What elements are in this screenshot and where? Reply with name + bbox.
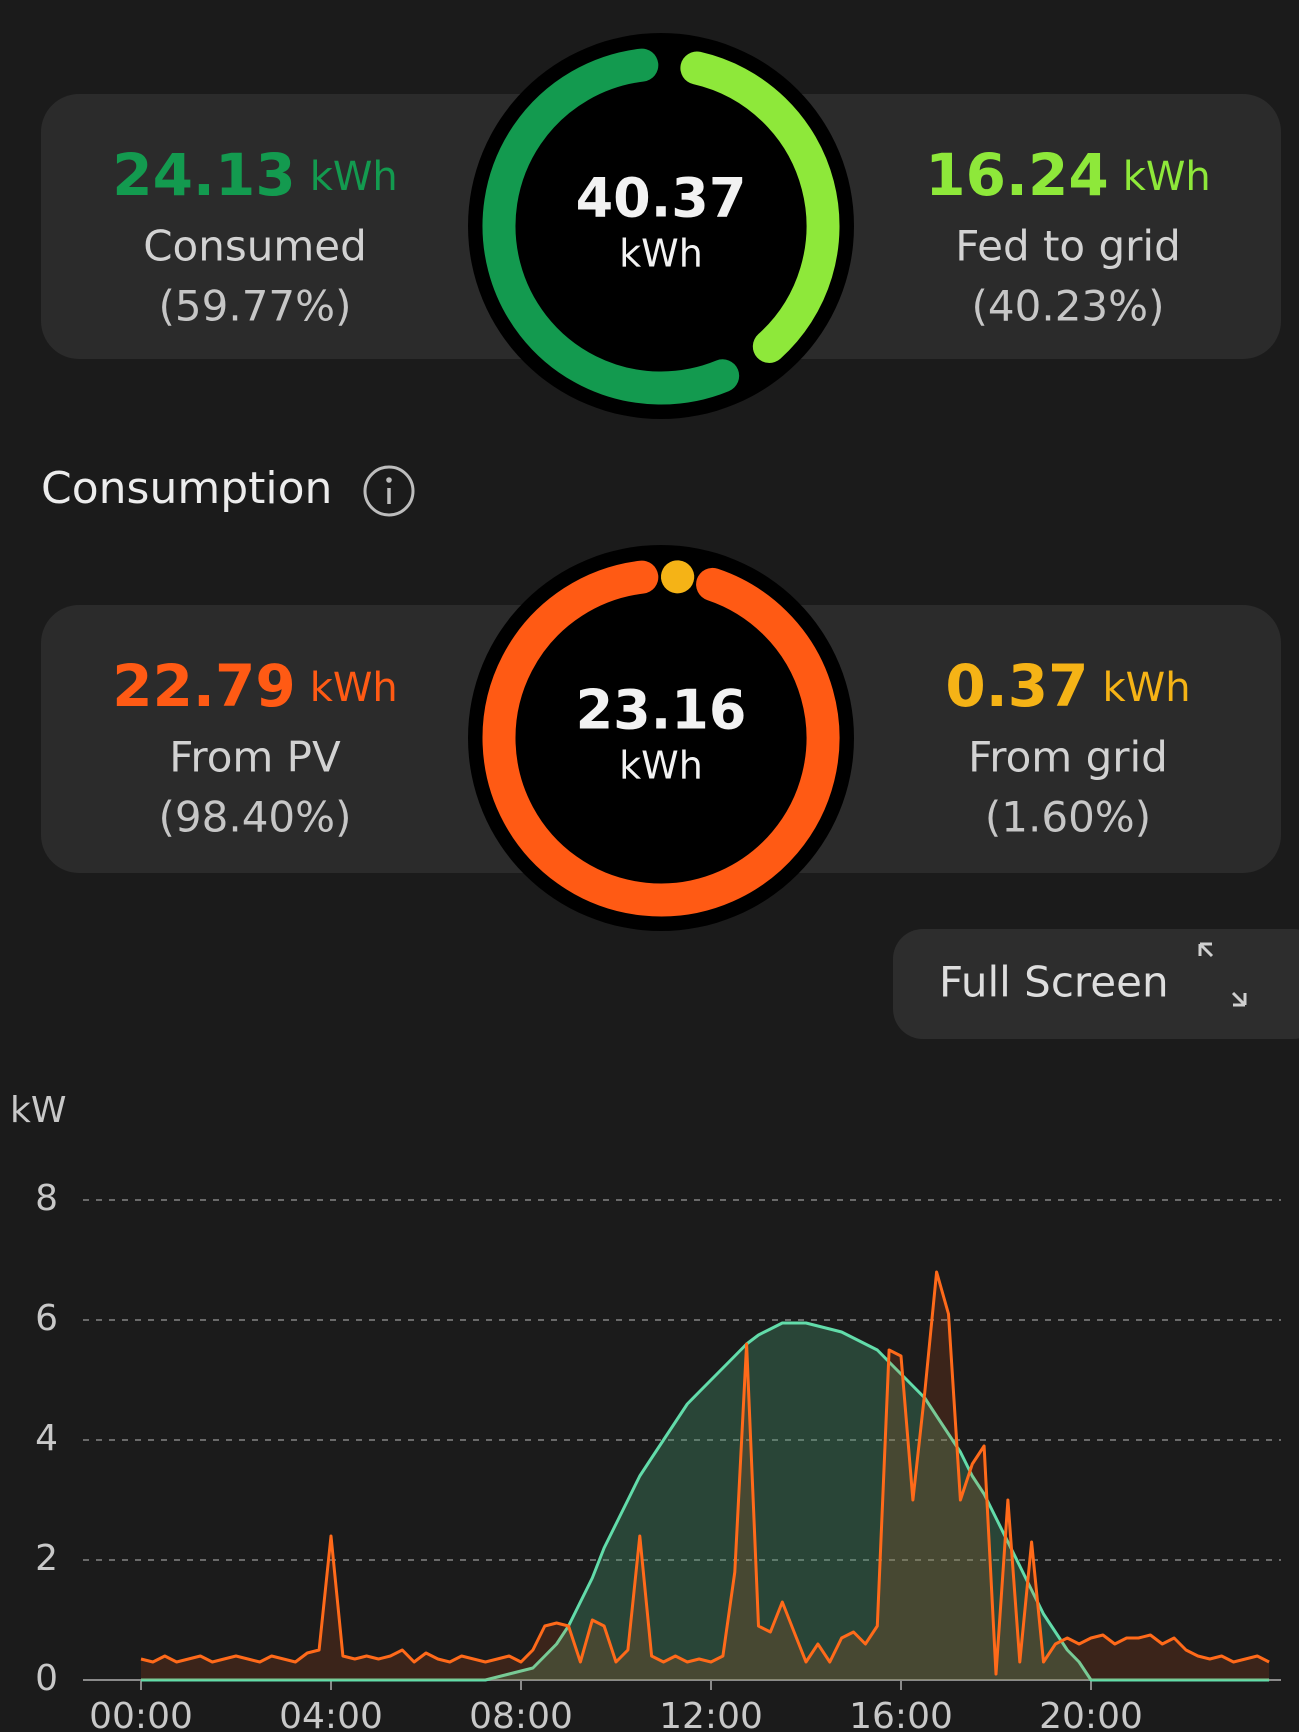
full-screen-button[interactable]: Full Screen [893, 929, 1299, 1039]
button-label: Full Screen [939, 958, 1169, 1007]
y-tick-label: 4 [35, 1418, 58, 1459]
series-line [140, 1270, 1270, 1676]
amount: 16.24 kWh [925, 141, 1211, 209]
amount-unit: kWh [310, 154, 398, 200]
item-label: Consumed [143, 222, 367, 271]
y-tick-label: 6 [35, 1298, 58, 1339]
amount-unit: kWh [1123, 154, 1211, 200]
ring-arc [482, 560, 840, 917]
x-tick-label: 12:00 [659, 1696, 763, 1732]
amount-value: 16.24 [925, 141, 1108, 209]
series-area [141, 1272, 1270, 1680]
amount-value: 0.37 [945, 652, 1088, 720]
ring-unit: kWh [619, 744, 703, 788]
item-label: Fed to grid [955, 222, 1180, 271]
x-tick-label: 08:00 [469, 1696, 573, 1732]
y-tick-label: 0 [35, 1658, 58, 1699]
item-share: (98.40%) [159, 793, 352, 842]
item-share: (40.23%) [972, 282, 1165, 331]
ring-total: 23.16 [576, 679, 747, 742]
ring-disc [468, 545, 854, 931]
expand-icon [1198, 942, 1247, 1007]
y-axis-label: kW [10, 1090, 66, 1131]
item-label: From PV [169, 733, 341, 782]
amount-unit: kWh [1103, 665, 1191, 711]
y-tick-label: 8 [35, 1178, 58, 1219]
item-share: (1.60%) [985, 793, 1151, 842]
x-tick-label: 20:00 [1039, 1696, 1143, 1732]
series-area [141, 1323, 1270, 1680]
item-label: From grid [968, 733, 1168, 782]
ring-total: 40.37 [576, 167, 747, 230]
amount: 22.79 kWh [112, 652, 398, 720]
series-line [141, 1321, 1270, 1682]
amount-value: 22.79 [112, 652, 295, 720]
info-circle [363, 465, 415, 517]
ring-arc [482, 48, 740, 405]
x-tick-label: 04:00 [279, 1696, 383, 1732]
y-tick-label: 2 [35, 1538, 58, 1579]
x-tick-label: 16:00 [849, 1696, 953, 1732]
item-share: (59.77%) [159, 282, 352, 331]
amount-value: 24.13 [112, 141, 295, 209]
button-bg [893, 929, 1299, 1039]
ring-disc [468, 33, 854, 419]
info-dot [386, 477, 392, 483]
amount: 24.13 kWh [112, 141, 398, 209]
section-title: Consumption [41, 463, 332, 514]
amount-unit: kWh [310, 665, 398, 711]
ring-unit: kWh [619, 232, 703, 276]
info-icon[interactable] [363, 465, 415, 517]
x-tick-label: 00:00 [89, 1696, 193, 1732]
ring-arc [680, 51, 840, 363]
amount: 0.37 kWh [945, 652, 1190, 720]
